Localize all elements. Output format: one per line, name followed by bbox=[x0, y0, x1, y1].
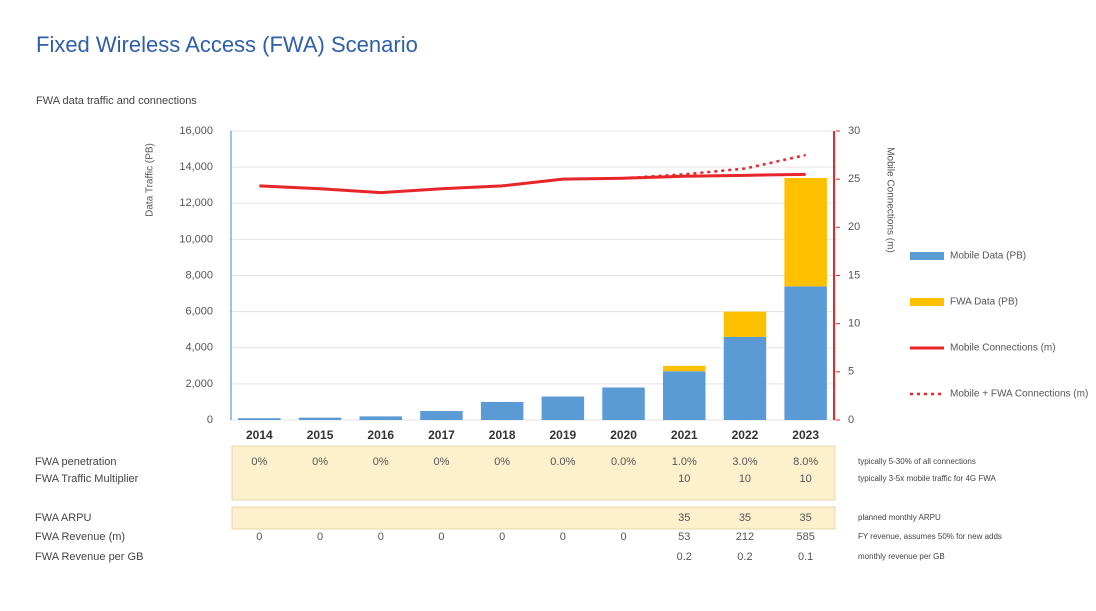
table-cell: 0 bbox=[256, 531, 262, 543]
bar bbox=[420, 410, 463, 420]
row-note: typically 5-30% of all connections bbox=[858, 457, 976, 466]
table-cell: 10 bbox=[739, 473, 751, 485]
y2-axis-label: Mobile Connections (m) bbox=[884, 147, 895, 253]
x-tick-label: 2016 bbox=[367, 428, 394, 442]
table-cell: 1.0% bbox=[672, 456, 697, 468]
row-label: FWA penetration bbox=[35, 456, 117, 468]
legend-label: Mobile Connections (m) bbox=[950, 343, 1056, 354]
y2-tick-label: 20 bbox=[848, 221, 860, 233]
row-label: FWA Traffic Multiplier bbox=[35, 473, 139, 485]
row-note: monthly revenue per GB bbox=[858, 552, 945, 561]
y-tick-label: 2,000 bbox=[185, 378, 213, 390]
legend-swatch bbox=[910, 298, 944, 306]
x-tick-label: 2023 bbox=[792, 428, 819, 442]
table-cell: 585 bbox=[796, 531, 814, 543]
y-tick-label: 14,000 bbox=[179, 161, 213, 173]
y-tick-label: 4,000 bbox=[185, 342, 213, 354]
y-tick-label: 10,000 bbox=[179, 233, 213, 245]
row-note: planned monthly ARPU bbox=[858, 513, 941, 522]
y2-tick-label: 30 bbox=[848, 125, 860, 137]
bar bbox=[784, 286, 827, 420]
x-tick-label: 2020 bbox=[610, 428, 637, 442]
y-tick-label: 0 bbox=[207, 414, 213, 426]
table-cell: 0 bbox=[620, 531, 626, 543]
y-tick-label: 12,000 bbox=[179, 197, 213, 209]
table-cell: 10 bbox=[678, 473, 690, 485]
table-cell: 35 bbox=[800, 512, 812, 524]
y2-tick-label: 0 bbox=[848, 414, 854, 426]
bar bbox=[541, 396, 585, 420]
bar bbox=[480, 401, 524, 420]
x-tick-label: 2021 bbox=[671, 428, 698, 442]
table-cell: 0% bbox=[251, 456, 267, 468]
table-cell: 0 bbox=[499, 531, 505, 543]
table-cell: 212 bbox=[736, 531, 754, 543]
y-tick-label: 8,000 bbox=[185, 269, 213, 281]
table-cell: 0 bbox=[438, 531, 444, 543]
bar bbox=[298, 417, 342, 420]
bar bbox=[238, 418, 281, 420]
table-cell: 0.0% bbox=[550, 456, 575, 468]
title: Fixed Wireless Access (FWA) Scenario bbox=[36, 32, 418, 57]
line bbox=[259, 172, 806, 195]
legend-label: Mobile + FWA Connections (m) bbox=[950, 389, 1088, 400]
line bbox=[623, 153, 806, 180]
table-band bbox=[231, 445, 836, 501]
y-tick-label: 16,000 bbox=[179, 125, 213, 137]
bar bbox=[663, 365, 706, 372]
table-cell: 35 bbox=[678, 512, 690, 524]
table-band bbox=[231, 506, 836, 530]
y2-tick-label: 25 bbox=[848, 173, 860, 185]
bar bbox=[359, 416, 402, 420]
x-tick-label: 2014 bbox=[246, 428, 273, 442]
table-cell: 0 bbox=[378, 531, 384, 543]
y2-tick-label: 5 bbox=[848, 366, 854, 378]
row-label: FWA ARPU bbox=[35, 512, 91, 524]
table-cell: 0% bbox=[494, 456, 510, 468]
table-cell: 0% bbox=[312, 456, 328, 468]
row-note: typically 3-5x mobile traffic for 4G FWA bbox=[858, 474, 996, 483]
subtitle: FWA data traffic and connections bbox=[36, 95, 197, 107]
table-cell: 0 bbox=[317, 531, 323, 543]
y-axis-label: Data Traffic (PB) bbox=[145, 143, 156, 217]
bar bbox=[723, 311, 767, 337]
table-cell: 0.2 bbox=[737, 551, 752, 563]
table-cell: 0.0% bbox=[611, 456, 636, 468]
row-label: FWA Revenue (m) bbox=[35, 531, 125, 543]
legend-label: Mobile Data (PB) bbox=[950, 251, 1026, 262]
table-cell: 0% bbox=[373, 456, 389, 468]
bar bbox=[602, 387, 645, 420]
bar bbox=[723, 336, 767, 420]
table-cell: 8.0% bbox=[793, 456, 818, 468]
y-tick-label: 6,000 bbox=[185, 306, 213, 318]
x-tick-label: 2022 bbox=[732, 428, 759, 442]
table-cell: 0% bbox=[433, 456, 449, 468]
table-cell: 35 bbox=[739, 512, 751, 524]
bar bbox=[784, 177, 827, 287]
bar bbox=[663, 371, 706, 420]
row-label: FWA Revenue per GB bbox=[35, 551, 143, 563]
x-tick-label: 2015 bbox=[307, 428, 334, 442]
table-cell: 0.1 bbox=[798, 551, 813, 563]
x-tick-label: 2018 bbox=[489, 428, 516, 442]
legend-label: FWA Data (PB) bbox=[950, 297, 1018, 308]
table-cell: 0 bbox=[560, 531, 566, 543]
table-cell: 10 bbox=[800, 473, 812, 485]
y2-tick-label: 10 bbox=[848, 318, 860, 330]
table-cell: 0.2 bbox=[677, 551, 692, 563]
x-tick-label: 2019 bbox=[549, 428, 576, 442]
table-cell: 53 bbox=[678, 531, 690, 543]
legend-swatch bbox=[910, 252, 944, 260]
x-tick-label: 2017 bbox=[428, 428, 455, 442]
y2-tick-label: 15 bbox=[848, 269, 860, 281]
table-cell: 3.0% bbox=[732, 456, 757, 468]
row-note: FY revenue, assumes 50% for new adds bbox=[858, 532, 1002, 541]
